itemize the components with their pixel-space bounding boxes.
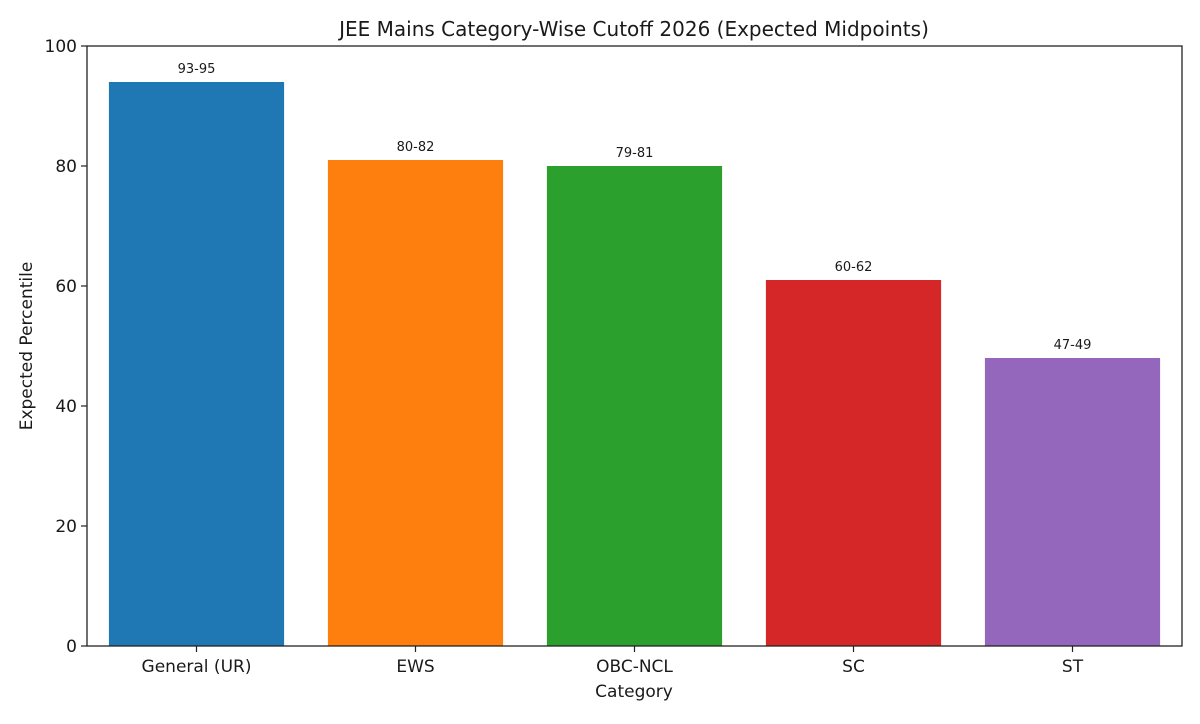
x-tick-label: General (UR) [142, 657, 252, 677]
y-tick-label: 0 [66, 637, 77, 657]
y-tick-label: 20 [55, 517, 77, 537]
x-tick-label: ST [1062, 657, 1084, 677]
bar-ews [327, 160, 504, 646]
y-axis-ticks: 0 20 40 60 80 100 [45, 37, 87, 657]
bar-sc [765, 280, 942, 646]
x-tick-label: SC [842, 657, 865, 677]
bar-value-label: 80-82 [397, 140, 435, 155]
y-tick-label: 100 [45, 37, 77, 57]
bars-group [108, 82, 1161, 646]
y-tick-label: 40 [55, 397, 77, 417]
y-tick-label: 60 [55, 277, 77, 297]
bar-value-label: 93-95 [178, 62, 216, 77]
chart-title: JEE Mains Category-Wise Cutoff 2026 (Exp… [337, 17, 929, 41]
bar-value-labels: 93-95 80-82 79-81 60-62 47-49 [178, 62, 1092, 353]
bar-obc-ncl [546, 166, 723, 646]
x-tick-label: OBC-NCL [596, 657, 673, 677]
y-tick-label: 80 [55, 157, 77, 177]
bar-value-label: 60-62 [835, 260, 873, 275]
bar-value-label: 79-81 [616, 146, 654, 161]
bar-general-ur [108, 82, 285, 646]
x-axis-ticks: General (UR) EWS OBC-NCL SC ST [142, 646, 1084, 677]
y-axis-label: Expected Percentile [17, 262, 37, 431]
bar-value-label: 47-49 [1054, 338, 1092, 353]
x-axis-label: Category [595, 682, 673, 702]
bar-st [984, 358, 1161, 646]
x-tick-label: EWS [396, 657, 434, 677]
